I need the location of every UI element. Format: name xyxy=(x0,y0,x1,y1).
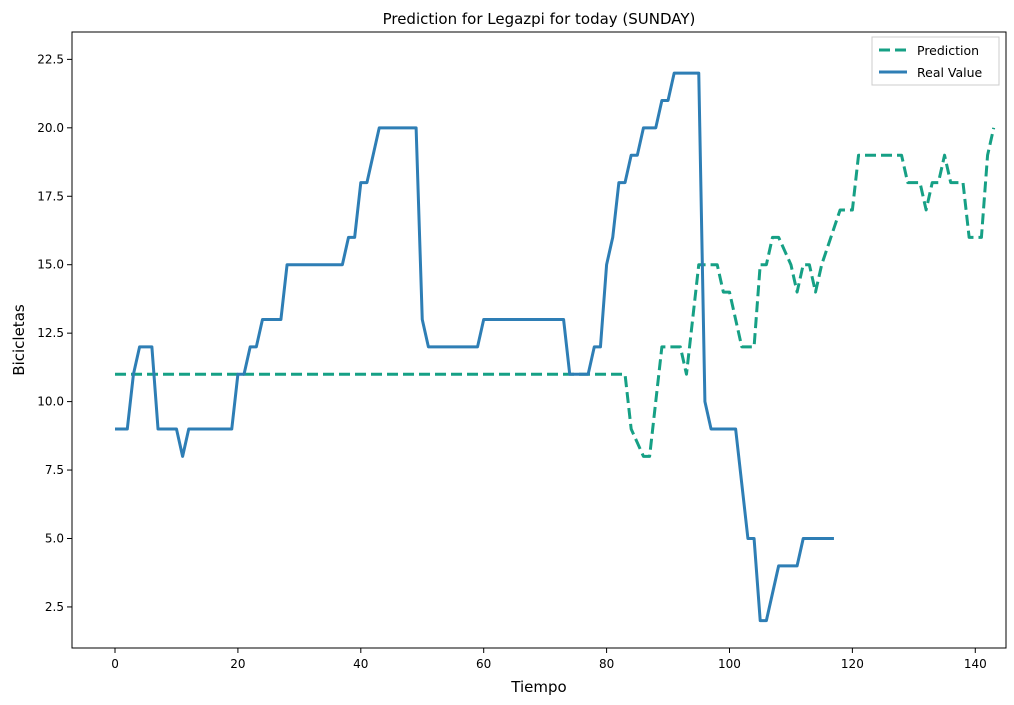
x-tick-label: 80 xyxy=(599,657,614,671)
y-tick-label: 7.5 xyxy=(45,463,64,477)
chart-title: Prediction for Legazpi for today (SUNDAY… xyxy=(383,10,696,28)
plot-frame xyxy=(71,31,1007,649)
series-line-real-value xyxy=(115,71,834,623)
y-tick-label: 2.5 xyxy=(45,600,64,614)
x-tick-label: 20 xyxy=(230,657,245,671)
legend-frame xyxy=(871,36,1000,86)
x-tick-label: 40 xyxy=(353,657,368,671)
legend-label-prediction: Prediction xyxy=(917,43,979,58)
y-tick-label: 17.5 xyxy=(37,189,64,203)
y-tick-label: 12.5 xyxy=(37,326,64,340)
y-tick-label: 10.0 xyxy=(37,395,64,409)
x-axis: 0 20 40 60 80 100 120 140 xyxy=(111,648,987,671)
y-tick-label: 5.0 xyxy=(45,531,64,545)
x-tick-label: 0 xyxy=(111,657,119,671)
x-tick-label: 120 xyxy=(841,657,864,671)
y-axis: 2.5 5.0 7.5 10.0 12.5 15.0 17.5 20.0 22.5 xyxy=(37,52,72,614)
y-tick-label: 20.0 xyxy=(37,121,64,135)
x-tick-label: 60 xyxy=(476,657,491,671)
y-axis-label: Bicicletas xyxy=(10,304,28,376)
series-layer xyxy=(115,71,996,623)
y-tick-label: 15.0 xyxy=(37,258,64,272)
series-line-prediction xyxy=(115,127,996,458)
x-tick-label: 100 xyxy=(718,657,741,671)
y-tick-label: 22.5 xyxy=(37,52,64,66)
legend-label-real-value: Real Value xyxy=(917,65,983,80)
x-axis-label: Tiempo xyxy=(510,678,566,696)
legend: Prediction Real Value xyxy=(871,36,1000,86)
x-tick-label: 140 xyxy=(964,657,987,671)
